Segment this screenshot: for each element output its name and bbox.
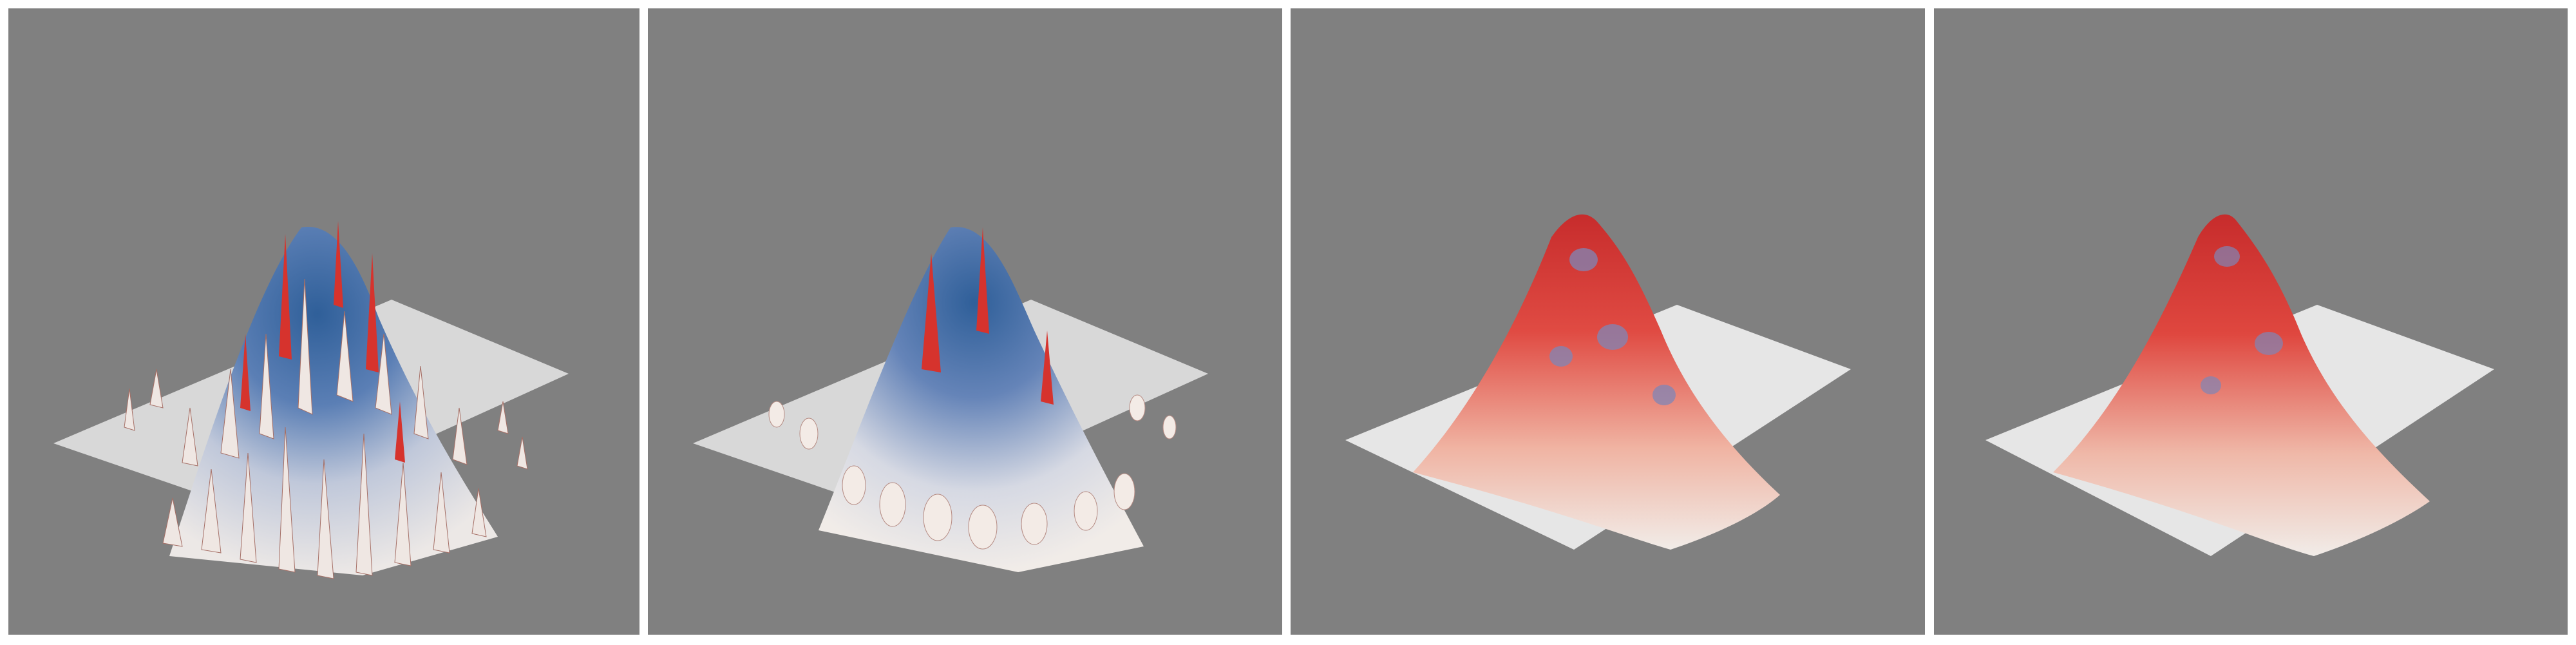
peak-surface — [169, 227, 498, 575]
surface-plot-1 — [53, 221, 569, 579]
blue-patches — [2201, 246, 2283, 394]
bumps — [768, 394, 1177, 550]
surface-plot-4 — [1985, 214, 2494, 556]
red-peaks — [922, 227, 1054, 405]
red-spikes — [240, 221, 405, 463]
surface-plot-2 — [693, 227, 1208, 572]
surface-panel-4 — [1934, 8, 2568, 635]
noise-spikes — [124, 278, 528, 579]
blue-patches — [1549, 248, 1676, 405]
smooth-peak — [2053, 214, 2430, 556]
surface-panel-2 — [648, 8, 1282, 635]
smooth-peak — [1413, 214, 1780, 550]
surface-panel-3 — [1291, 8, 1925, 635]
surface-plot-3 — [1345, 214, 1851, 550]
surface-panel-1 — [8, 8, 639, 635]
